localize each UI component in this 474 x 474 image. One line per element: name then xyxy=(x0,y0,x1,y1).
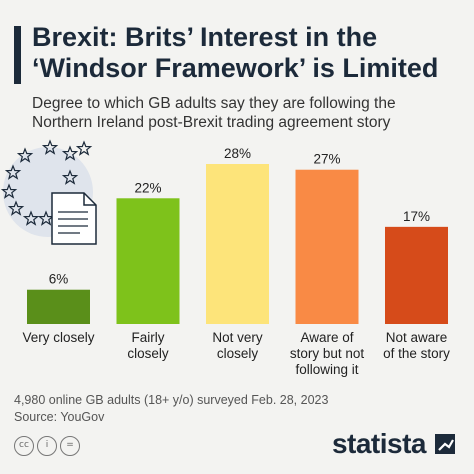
bar-4 xyxy=(385,226,448,324)
page-subtitle: Degree to which GB adults say they are f… xyxy=(32,94,462,132)
brand-name: statista xyxy=(331,428,427,459)
license-icons: cc i = xyxy=(14,436,80,456)
title-line-2: ‘Windsor Framework’ is Limited xyxy=(32,53,439,83)
category-label-3: Aware of story but not following it xyxy=(290,330,365,377)
title-line-1: Brexit: Brits’ Interest in the xyxy=(32,22,378,52)
value-label-0: 6% xyxy=(49,272,69,287)
page-title: Brexit: Brits’ Interest in the ‘Windsor … xyxy=(32,22,468,84)
category-label-2: Not very closely xyxy=(212,330,263,361)
subtitle-line-2: Northern Ireland post-Brexit trading agr… xyxy=(32,114,391,131)
value-label-1: 22% xyxy=(134,180,161,195)
title-accent-bar xyxy=(14,26,21,84)
creative-commons-icon[interactable]: cc xyxy=(14,436,34,456)
statista-logo[interactable]: statista xyxy=(332,428,458,460)
no-derivatives-icon[interactable]: = xyxy=(60,436,80,456)
survey-note: 4,980 online GB adults (18+ y/o) surveye… xyxy=(14,393,329,407)
value-label-4: 17% xyxy=(403,209,430,224)
footnote: 4,980 online GB adults (18+ y/o) surveye… xyxy=(14,392,328,426)
value-label-3: 27% xyxy=(313,152,340,167)
category-label-4: Not aware of the story xyxy=(383,330,450,361)
attribution-icon[interactable]: i xyxy=(37,436,57,456)
value-label-2: 28% xyxy=(224,146,251,161)
source-note: Source: YouGov xyxy=(14,410,105,424)
bar-0 xyxy=(27,289,90,324)
category-label-0: Very closely xyxy=(22,330,94,345)
statista-mark-icon xyxy=(435,434,455,454)
bar-1 xyxy=(116,198,180,324)
bar-2 xyxy=(206,164,269,324)
subtitle-line-1: Degree to which GB adults say they are f… xyxy=(32,95,396,112)
category-label-1: Fairly closely xyxy=(127,330,169,361)
bar-3 xyxy=(295,169,359,324)
